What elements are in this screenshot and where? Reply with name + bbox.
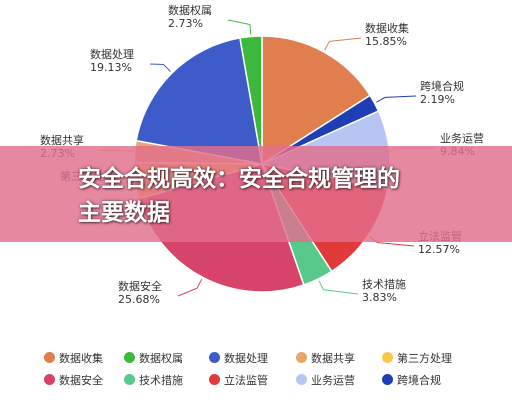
slice-value-label-10: 2.73%	[168, 17, 203, 30]
slice-value-label-9: 19.13%	[90, 61, 132, 74]
legend-swatch	[124, 352, 135, 363]
legend-label: 数据处理	[224, 352, 268, 365]
legend-swatch	[382, 374, 393, 385]
legend-label: 数据权属	[139, 352, 183, 365]
slice-value-label-2: 2.19%	[420, 93, 455, 106]
legend-swatch	[44, 352, 55, 363]
leader-line-1	[324, 37, 362, 51]
legend-item-7: 技术措施	[124, 372, 183, 388]
slice-value-label-6: 25.68%	[118, 293, 160, 306]
legend-item-9: 业务运营	[296, 372, 355, 388]
legend-swatch	[382, 352, 393, 363]
slice-name-label-1: 数据收集	[365, 21, 409, 35]
legend-item-3: 数据处理	[209, 350, 268, 366]
slice-name-label-3: 业务运营	[440, 131, 484, 145]
banner-title-line1: 安全合规高效：安全合规管理的	[78, 166, 400, 192]
slice-name-label-6: 数据安全	[118, 279, 162, 293]
legend-swatch	[296, 352, 307, 363]
leader-line-10	[227, 19, 252, 35]
legend-label: 技术措施	[139, 374, 183, 387]
slice-value-label-1: 15.85%	[365, 35, 407, 48]
legend-swatch	[209, 352, 220, 363]
legend-item-6: 数据安全	[44, 372, 103, 388]
legend-swatch	[124, 374, 135, 385]
legend-label: 数据收集	[59, 352, 103, 365]
slice-name-label-5: 技术措施	[362, 277, 406, 291]
slice-value-label-4: 12.57%	[418, 243, 460, 256]
legend-item-2: 数据权属	[124, 350, 183, 366]
legend-label: 数据共享	[311, 352, 355, 365]
legend-item-10: 跨境合规	[382, 372, 441, 388]
legend-item-1: 数据收集	[44, 350, 103, 366]
legend-item-8: 立法监管	[209, 372, 268, 388]
leader-line-6	[177, 278, 203, 297]
legend-label: 数据安全	[59, 374, 103, 387]
legend-swatch	[296, 374, 307, 385]
legend-item-5: 第三方处理	[382, 350, 452, 366]
legend-label: 第三方处理	[397, 352, 452, 365]
slice-value-label-5: 3.83%	[362, 291, 397, 304]
slice-name-label-9: 数据处理	[90, 47, 134, 61]
legend-label: 跨境合规	[397, 374, 441, 387]
pie-slice-1	[261, 35, 372, 166]
leader-line-2	[376, 95, 417, 103]
legend-swatch	[209, 374, 220, 385]
leader-line-5	[318, 280, 359, 295]
slice-name-label-8: 数据共享	[40, 133, 84, 147]
legend-swatch	[44, 374, 55, 385]
banner-title: 安全合规高效：安全合规管理的 主要数据	[78, 162, 512, 230]
pie-slice-10	[239, 35, 263, 165]
slice-name-label-10: 数据权属	[168, 3, 212, 17]
legend-item-4: 数据共享	[296, 350, 355, 366]
slice-name-label-2: 跨境合规	[420, 79, 464, 93]
legend-label: 业务运营	[311, 374, 355, 387]
banner-title-line2: 主要数据	[78, 200, 170, 226]
pie-slice-9	[135, 37, 263, 165]
legend-label: 立法监管	[224, 374, 268, 387]
leader-line-9	[149, 63, 171, 72]
title-banner	[0, 146, 512, 242]
